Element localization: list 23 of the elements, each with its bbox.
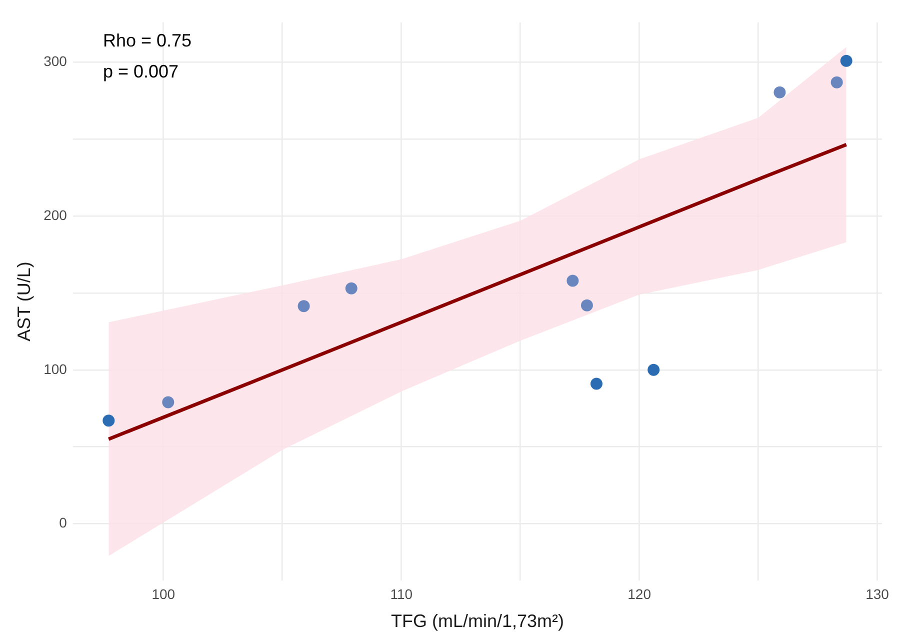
x-tick-label: 120 [628,586,652,602]
y-axis-title: AST (U/L) [14,262,34,342]
point [298,300,310,312]
point [840,54,852,67]
point [345,282,358,294]
point [580,299,593,312]
y-tick-label: 0 [59,514,68,531]
point [830,76,843,88]
point [590,378,602,390]
annotation: p = 0.007 [102,61,179,82]
point [102,414,115,427]
y-tick-label: 200 [44,207,68,224]
x-tick-label: 100 [152,586,176,602]
point [774,86,786,98]
x-axis-title: TFG (mL/min/1,73m²) [390,611,564,632]
point [566,274,579,287]
y-tick-label: 300 [44,53,68,70]
x-tick-label: 110 [390,586,413,602]
x-tick-label: 130 [866,586,890,602]
y-tick-label: 100 [44,360,68,377]
annotation: Rho = 0.75 [102,30,192,50]
point [162,396,174,408]
point [648,364,660,376]
